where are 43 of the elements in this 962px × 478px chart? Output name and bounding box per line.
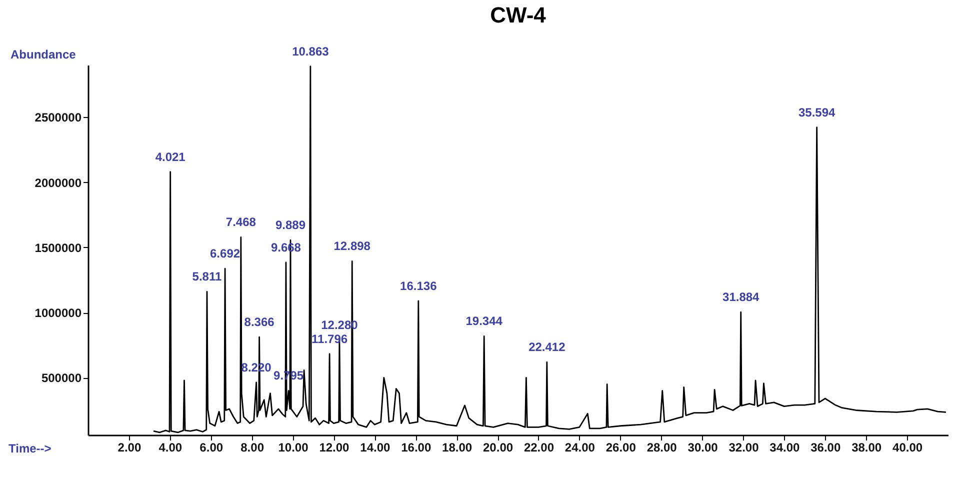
annotation: 11.796 [312,332,348,346]
annotation: 19.344 [466,314,503,328]
chart-title: CW-4 [490,2,547,28]
x-tick-label: 40.00 [892,440,923,454]
x-tick-label: 38.00 [852,440,882,454]
annotation: 6.692 [210,246,240,261]
y-tick-label: 1500000 [34,240,82,255]
y-tick-label: 500000 [41,371,82,386]
annotation: 4.021 [155,150,186,164]
x-tick-label: 36.00 [810,440,841,454]
x-tick-label: 28.00 [646,440,678,454]
x-tick-label: 14.00 [360,440,391,454]
annotation: 7.468 [226,215,256,230]
x-tick-label: 24.00 [564,440,596,454]
annotation: 10.863 [292,44,330,58]
x-tick-label: 16.00 [401,440,432,454]
line-series [152,66,947,434]
annotation: 31.884 [722,290,760,304]
y-tick-label: 2000000 [34,176,82,190]
x-tick-label: 34.00 [770,440,800,454]
x-tick-label: 26.00 [606,440,636,454]
x-tick-label: 12.00 [319,440,350,454]
x-tick-label: 4.00 [158,440,182,454]
annotation: 22.412 [528,340,566,354]
annotation: 5.811 [192,270,222,284]
x-tick-label: 2.00 [118,440,142,454]
x-tick-label: 30.00 [688,440,718,454]
x-tick-label: 20.00 [483,440,514,454]
x-tick-label: 22.00 [524,440,554,454]
annotation: 8.366 [244,315,275,330]
x-tick-label: 18.00 [442,440,472,454]
x-tick-label: 6.00 [200,440,224,454]
x-tick-label: 10.00 [278,440,309,454]
annotation: 9.889 [275,218,306,232]
y-tick-label: 2500000 [34,110,82,125]
annotation: 16.136 [400,278,438,293]
x-tick-label: 32.00 [728,440,760,454]
x-tick-label: 8.00 [240,440,264,454]
annotation: 35.594 [798,105,836,120]
y-axis-title: Abundance [10,48,76,62]
x-axis-title: Time--> [8,442,52,456]
y-tick-label: 1000000 [34,306,82,320]
annotation: 12.898 [334,239,371,254]
